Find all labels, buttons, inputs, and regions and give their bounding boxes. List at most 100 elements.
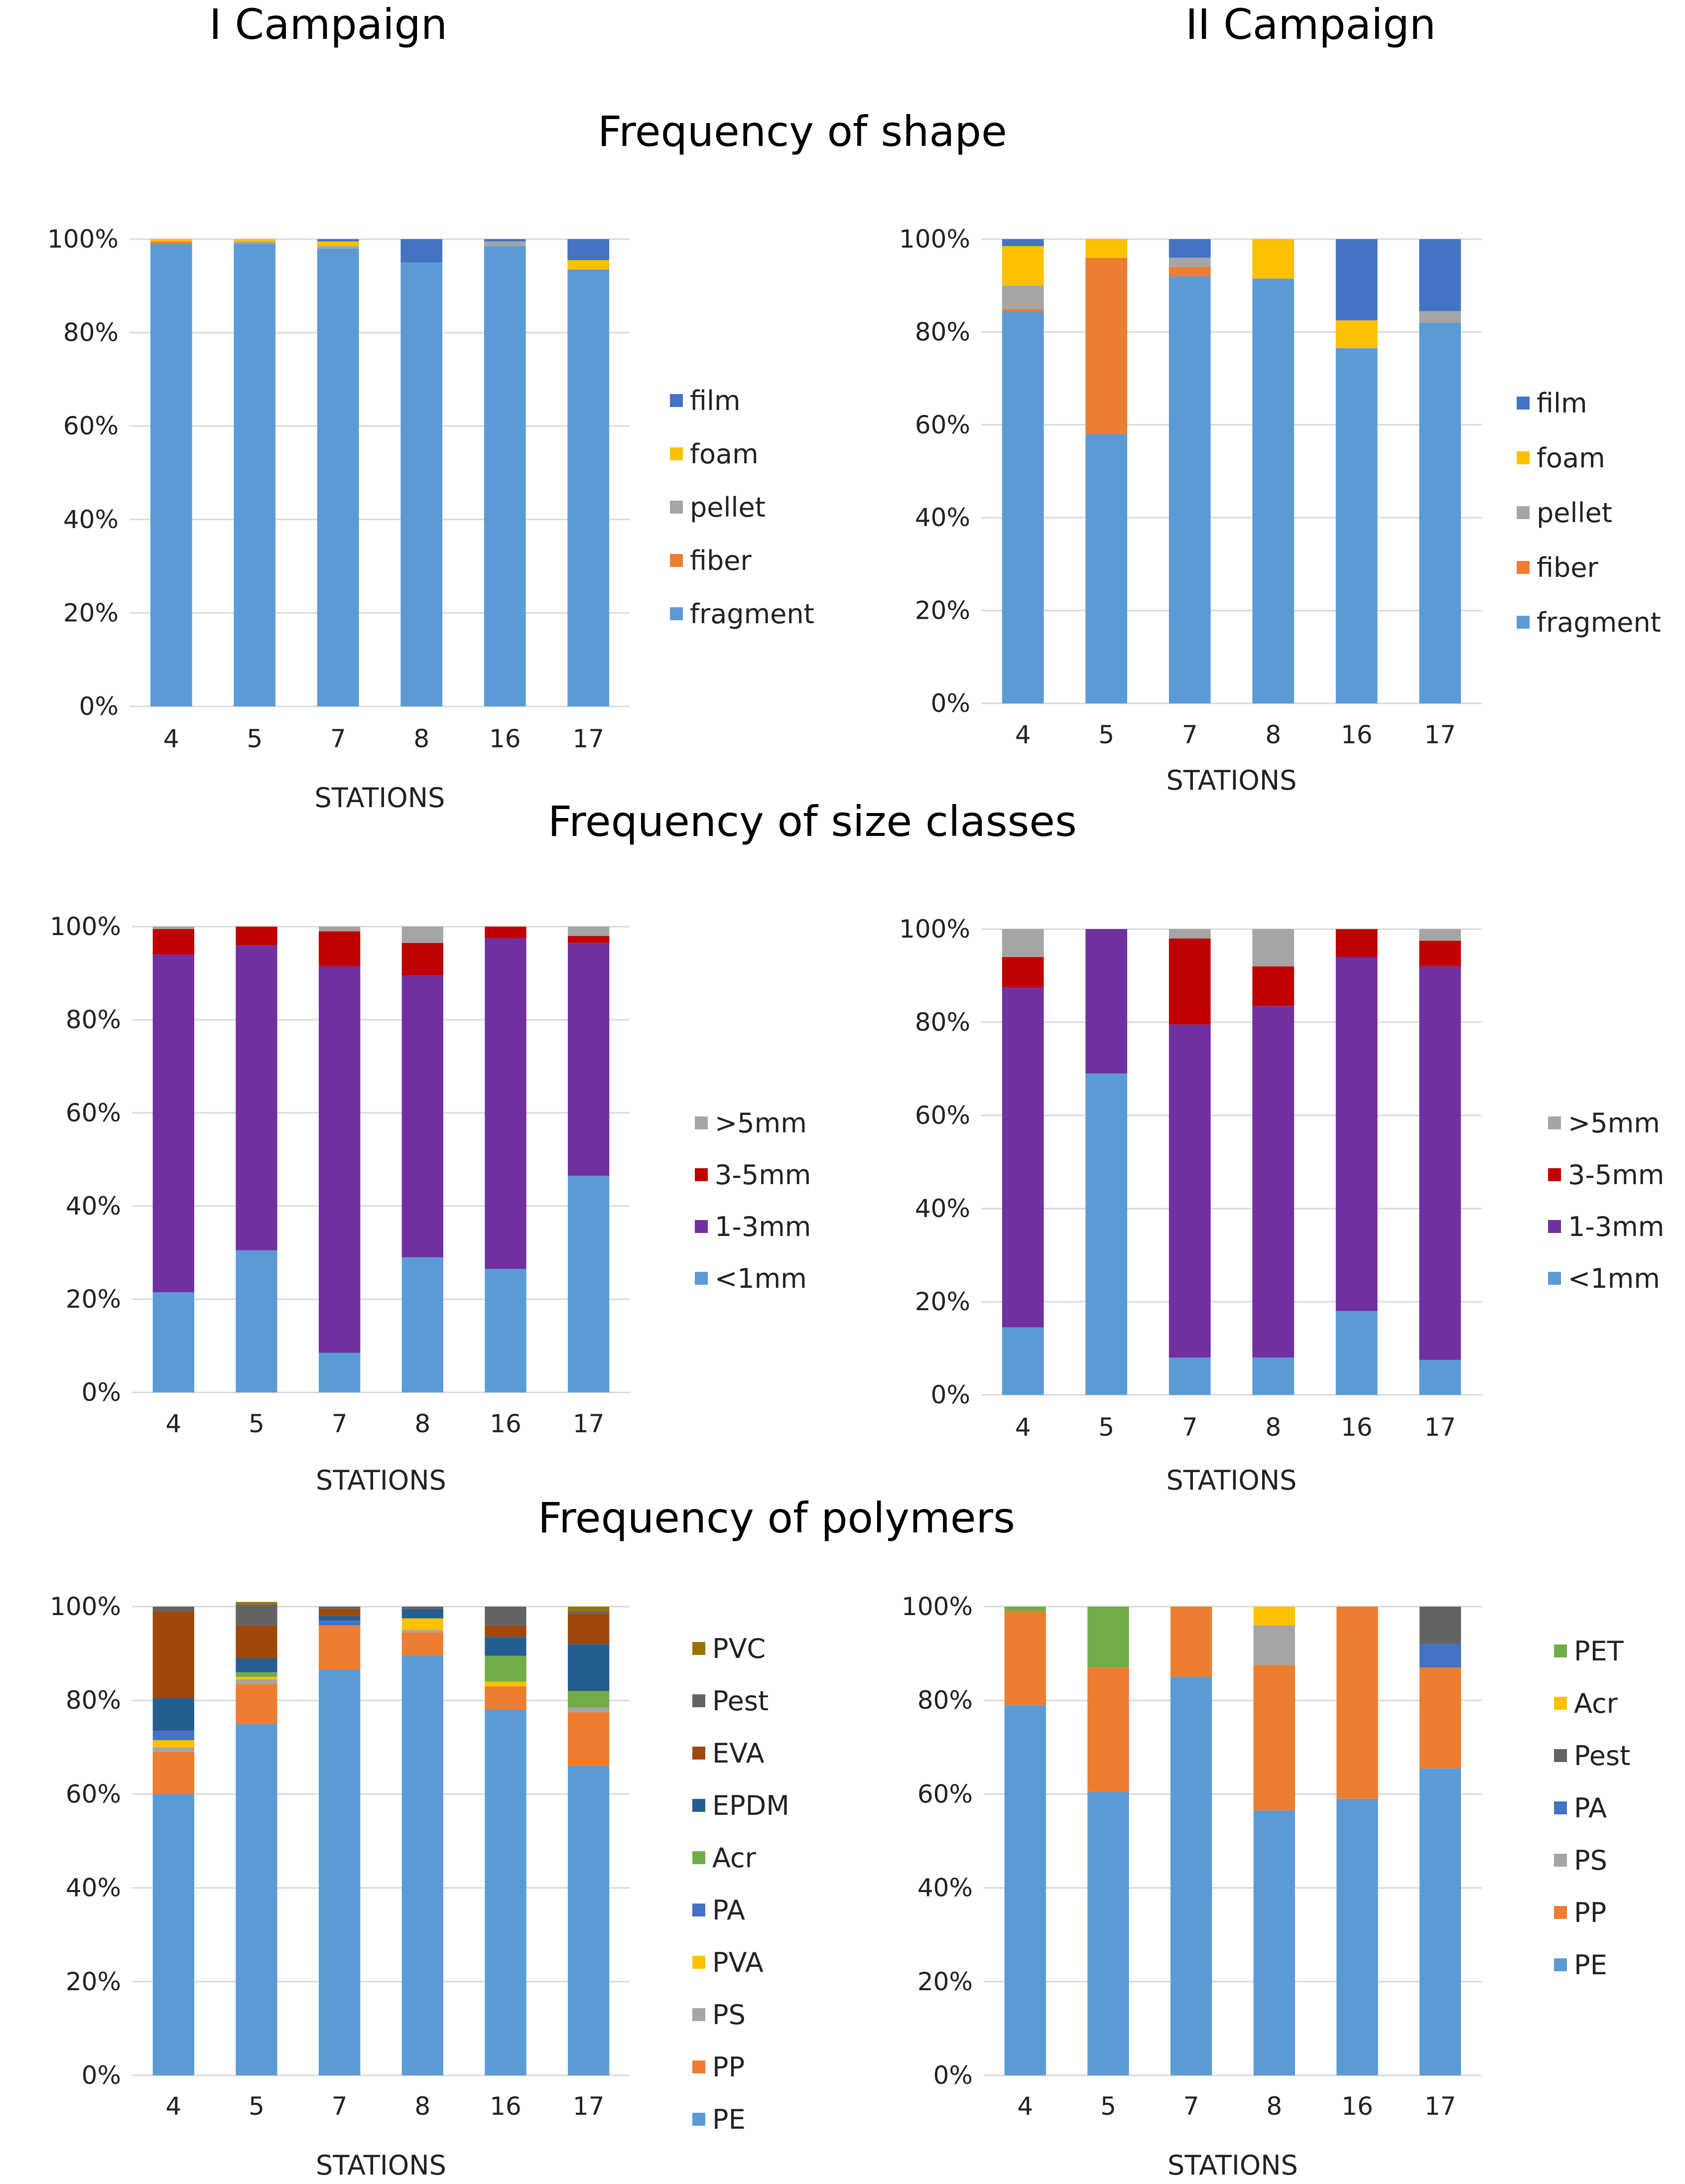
bar-segment-35mm-station-17: [1419, 941, 1461, 966]
bar-segment-film-station-17: [567, 239, 610, 261]
bar-segment-foam-station-4: [150, 239, 192, 242]
bar-segment-PA-station-17: [1420, 1644, 1461, 1668]
bar-segment-PP-station-4: [1004, 1611, 1046, 1705]
bar-segment-5mm-station-8: [1252, 929, 1295, 966]
legend-label: Acr: [1574, 1688, 1618, 1719]
bar-segment-35mm-station-5: [236, 927, 277, 946]
bar-segment-pellet-station-16: [484, 241, 526, 247]
bar-segment-PS-station-5: [236, 1679, 277, 1684]
bar-segment-fragment-station-16: [1335, 348, 1378, 703]
y-tick-label: 20%: [915, 596, 970, 625]
x-tick-label: 5: [1100, 2092, 1116, 2121]
y-tick-label: 60%: [915, 410, 970, 439]
legend-swatch: [692, 1799, 705, 1812]
bar-segment-EVA-station-7: [319, 1609, 361, 1616]
bar-segment-fiber-station-5: [1085, 258, 1128, 434]
polymer-section-title: Frequency of polymers: [538, 1494, 1015, 1542]
bar-segment-1mm-station-4: [152, 1292, 194, 1392]
bar-segment-fragment-station-7: [1168, 276, 1211, 703]
bar-segment-film-station-17: [1419, 239, 1461, 311]
legend-label: fragment: [1537, 607, 1661, 638]
legend-label: pellet: [1537, 497, 1612, 529]
x-axis-title: STATIONS: [316, 1465, 446, 1496]
bar-segment-PP-station-8: [401, 1632, 443, 1656]
legend-swatch: [1548, 1220, 1561, 1233]
x-tick-label: 4: [1015, 1413, 1031, 1442]
bar-segment-foam-station-5: [1085, 239, 1128, 258]
bar-segment-EPDM-station-5: [236, 1658, 277, 1672]
bar-segment-PP-station-17: [1420, 1667, 1461, 1769]
bar-segment-PP-station-5: [236, 1684, 277, 1724]
x-tick-label: 16: [490, 2092, 521, 2121]
bar-segment-35mm-station-4: [1002, 957, 1044, 987]
bar-segment-fragment-station-17: [567, 269, 610, 706]
bar-segment-5mm-station-4: [1002, 929, 1044, 957]
y-tick-label: 0%: [931, 1380, 970, 1409]
legend-label: film: [1537, 388, 1587, 419]
bar-segment-PET-station-5: [1087, 1607, 1129, 1668]
bar-segment-1mm-station-17: [1419, 1360, 1461, 1395]
legend-swatch: [1554, 1906, 1567, 1919]
bar-segment-foam-station-4: [1002, 246, 1044, 286]
bar-segment-13mm-station-16: [1335, 957, 1378, 1311]
x-tick-label: 7: [1182, 1413, 1198, 1442]
bar-segment-PE-station-7: [319, 1670, 361, 2075]
y-tick-label: 40%: [66, 1874, 121, 1903]
bar-segment-Pest-station-5: [236, 1604, 277, 1626]
legend-swatch: [692, 1904, 705, 1916]
bar-segment-foam-station-5: [234, 239, 276, 242]
bar-segment-PP-station-17: [568, 1712, 610, 1766]
legend-swatch: [1517, 397, 1530, 410]
legend-swatch: [695, 1168, 708, 1181]
bar-segment-PVA-station-16: [485, 1681, 526, 1686]
bar-segment-foam-station-8: [1252, 239, 1295, 279]
bar-segment-PE-station-4: [1004, 1705, 1046, 2075]
x-axis-title: STATIONS: [316, 2150, 446, 2181]
bar-segment-EVA-station-5: [236, 1625, 277, 1658]
legend-swatch: [1548, 1116, 1561, 1129]
legend-swatch: [1517, 506, 1530, 519]
x-tick-label: 17: [573, 2092, 605, 2121]
bar-segment-13mm-station-7: [319, 966, 361, 1353]
bar-segment-PP-station-8: [1253, 1665, 1295, 1811]
y-tick-label: 80%: [917, 1686, 973, 1715]
bar-segment-PE-station-5: [236, 1724, 277, 2075]
legend-label: 1-3mm: [715, 1211, 811, 1242]
x-tick-label: 5: [1098, 720, 1114, 749]
bar-segment-PE-station-17: [568, 1766, 610, 2075]
x-tick-label: 8: [414, 1409, 430, 1438]
x-tick-label: 7: [330, 724, 346, 753]
bar-segment-Pest-station-4: [152, 1607, 194, 1612]
x-tick-label: 7: [1182, 720, 1198, 749]
y-tick-label: 20%: [915, 1287, 970, 1316]
bar-segment-pellet-station-7: [1168, 258, 1211, 267]
bar-segment-1mm-station-7: [1168, 1358, 1211, 1395]
y-tick-label: 40%: [915, 1194, 970, 1223]
bar-segment-5mm-station-7: [319, 927, 361, 932]
bar-segment-PS-station-17: [568, 1707, 610, 1712]
legend-label: EVA: [712, 1738, 765, 1769]
x-tick-label: 7: [1183, 2092, 1199, 2121]
legend-label: PE: [1574, 1949, 1607, 1981]
y-tick-label: 40%: [63, 505, 119, 534]
bar-segment-1mm-station-4: [1002, 1327, 1044, 1395]
bar-segment-EPDM-station-16: [485, 1637, 526, 1656]
bar-segment-fiber-station-4: [1002, 308, 1044, 311]
legend-swatch: [1554, 1801, 1567, 1814]
bar-segment-PP-station-7: [319, 1625, 361, 1670]
bar-segment-PA-station-4: [152, 1731, 194, 1741]
x-tick-label: 5: [1098, 1413, 1114, 1442]
x-tick-label: 17: [1424, 1413, 1456, 1442]
x-tick-label: 17: [573, 1409, 605, 1438]
size-section-title: Frequency of size classes: [548, 797, 1077, 846]
legend-swatch: [1554, 1854, 1567, 1867]
x-tick-label: 4: [1015, 720, 1031, 749]
bar-segment-PE-station-5: [1087, 1791, 1129, 2075]
x-axis-title: STATIONS: [1167, 1465, 1297, 1496]
legend-label: 3-5mm: [715, 1159, 811, 1191]
bar-segment-foam-station-16: [1335, 320, 1378, 349]
y-tick-label: 20%: [66, 1967, 121, 1996]
bar-segment-Acr-station-5: [236, 1672, 277, 1677]
bar-segment-fragment-station-4: [1002, 311, 1044, 703]
legend-label: Pest: [712, 1685, 769, 1717]
